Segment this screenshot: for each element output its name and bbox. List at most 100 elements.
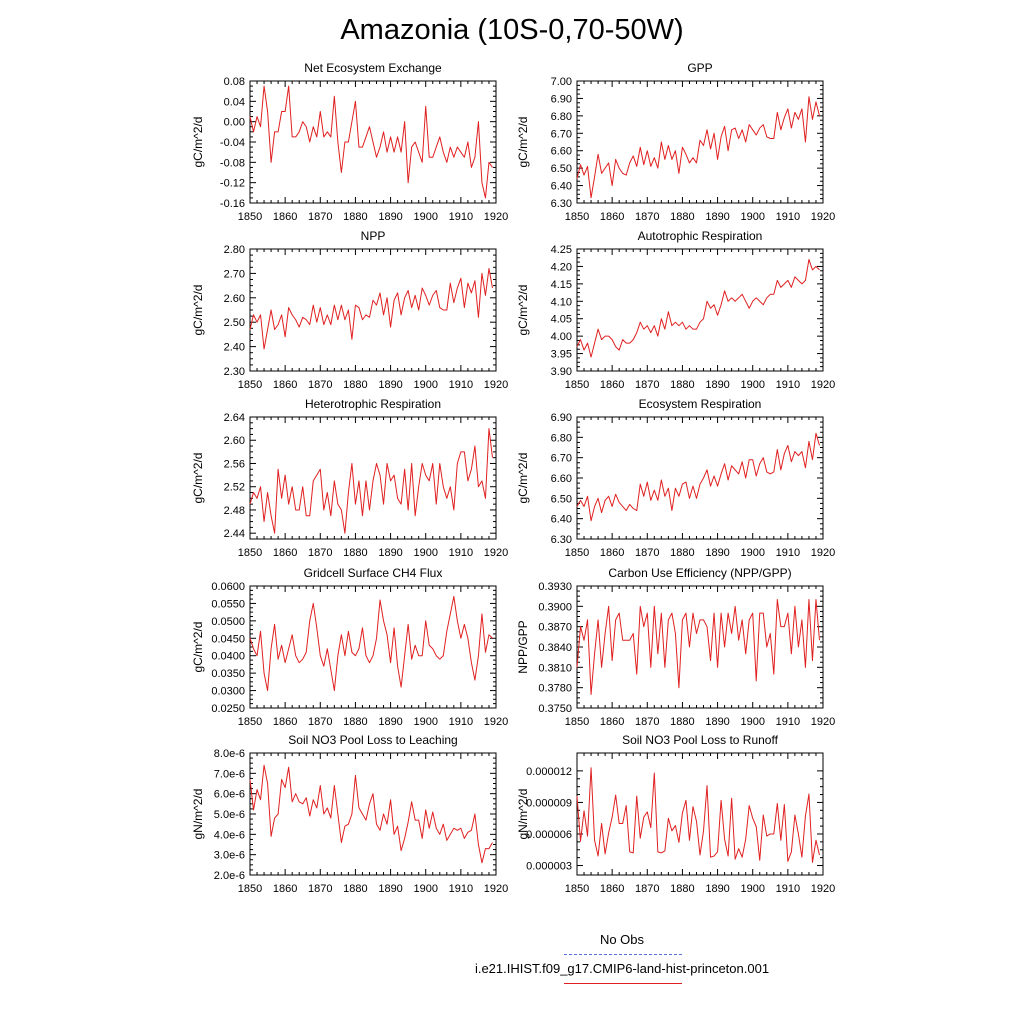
y-tick-label: 4.00 [551, 331, 572, 343]
y-tick-label: 4.20 [551, 261, 572, 273]
y-tick-label: 0.000006 [526, 829, 572, 841]
x-tick-label: 1890 [378, 716, 402, 728]
x-tick-label: 1910 [449, 547, 473, 559]
x-tick-label: 1850 [238, 716, 262, 728]
panel-title: Heterotrophic Respiration [305, 397, 441, 411]
x-tick-label: 1910 [449, 379, 473, 391]
x-tick-label: 1920 [484, 379, 508, 391]
x-tick-label: 1870 [635, 379, 659, 391]
x-tick-label: 1870 [635, 716, 659, 728]
y-axis-label: gC/m^2/d [516, 117, 530, 168]
chart-panel-6: Ecosystem Respiration 1850 1860 1870 1880 189… [516, 397, 835, 559]
plot-frame [576, 416, 824, 540]
x-tick-label: 1890 [378, 547, 402, 559]
x-tick-label: 1850 [565, 883, 589, 895]
x-tick-label: 1900 [740, 716, 764, 728]
x-tick-label: 1890 [705, 716, 729, 728]
x-tick-label: 1900 [740, 547, 764, 559]
x-tick-label: 1890 [705, 379, 729, 391]
plot-frame [576, 752, 824, 876]
y-tick-label: 2.40 [224, 342, 245, 354]
series-line [249, 85, 493, 199]
series-line [576, 767, 820, 863]
x-tick-label: 1890 [378, 379, 402, 391]
y-tick-label: 0.0600 [211, 581, 245, 593]
x-tick-label: 1850 [565, 716, 589, 728]
chart-panel-4: Autotrophic Respiration 1850 1860 1870 1880 1… [516, 229, 835, 391]
x-tick-label: 1880 [343, 883, 367, 895]
y-tick-label: 2.44 [224, 528, 245, 540]
x-tick-label: 1920 [484, 547, 508, 559]
x-tick-label: 1910 [776, 547, 800, 559]
y-tick-label: 6.40 [551, 514, 572, 526]
x-tick-label: 1880 [343, 716, 367, 728]
chart-panel-8: Carbon Use Efficiency (NPP/GPP) 1850 1860 1… [516, 566, 835, 728]
panel-title: Ecosystem Respiration [639, 397, 762, 411]
x-tick-label: 1880 [670, 716, 694, 728]
x-tick-label: 1900 [740, 379, 764, 391]
plot-frame [249, 752, 497, 876]
x-tick-label: 1880 [670, 379, 694, 391]
x-tick-label: 1870 [308, 211, 332, 223]
x-tick-label: 1900 [413, 211, 437, 223]
y-tick-label: 2.50 [224, 317, 245, 329]
x-tick-label: 1850 [238, 379, 262, 391]
panel-title: Autotrophic Respiration [638, 229, 763, 243]
y-tick-label: 0.0400 [211, 651, 245, 663]
y-tick-label: 0.08 [224, 76, 245, 88]
x-tick-label: 1870 [308, 716, 332, 728]
y-tick-label: 4.10 [551, 296, 572, 308]
y-axis-label: gC/m^2/d [191, 453, 205, 504]
panel-title: Gridcell Surface CH4 Flux [304, 566, 443, 580]
series-line [576, 258, 820, 358]
y-tick-label: 6.40 [551, 181, 572, 193]
y-tick-label: -0.08 [220, 157, 245, 169]
x-tick-label: 1850 [565, 379, 589, 391]
x-tick-label: 1890 [705, 883, 729, 895]
x-tick-label: 1850 [565, 211, 589, 223]
x-tick-label: 1870 [308, 379, 332, 391]
y-tick-label: 6.30 [551, 534, 572, 546]
y-tick-label: -0.04 [220, 137, 245, 149]
y-tick-label: 0.3810 [538, 662, 572, 674]
y-tick-label: 2.60 [224, 293, 245, 305]
x-tick-label: 1920 [811, 547, 835, 559]
x-tick-label: 1880 [343, 547, 367, 559]
x-tick-label: 1850 [238, 547, 262, 559]
y-tick-label: 6.70 [551, 128, 572, 140]
plot-frame [249, 416, 497, 540]
series-line [249, 428, 493, 534]
legend-obs-line [564, 954, 682, 955]
y-tick-label: 6.70 [551, 453, 572, 465]
y-tick-label: 2.56 [224, 458, 245, 470]
x-tick-label: 1920 [484, 211, 508, 223]
y-tick-label: 0.3930 [538, 581, 572, 593]
y-tick-label: 0.00 [224, 117, 245, 129]
legend-run-line [564, 983, 682, 984]
x-tick-label: 1880 [670, 883, 694, 895]
y-tick-label: 3.90 [551, 366, 572, 378]
x-tick-label: 1890 [705, 211, 729, 223]
y-tick-label: 0.3780 [538, 683, 572, 695]
y-axis-label: gN/m^2/d [516, 789, 530, 840]
y-tick-label: 6.60 [551, 473, 572, 485]
y-tick-label: 0.3870 [538, 622, 572, 634]
y-tick-label: 2.0e-6 [214, 870, 245, 882]
y-tick-label: 0.0550 [211, 598, 245, 610]
y-tick-label: 0.0500 [211, 616, 245, 628]
y-tick-label: 6.90 [551, 93, 572, 105]
x-tick-label: 1900 [413, 716, 437, 728]
x-tick-label: 1880 [343, 211, 367, 223]
x-tick-label: 1860 [600, 547, 624, 559]
x-tick-label: 1860 [273, 883, 297, 895]
y-tick-label: 6.80 [551, 432, 572, 444]
y-tick-label: 2.80 [224, 244, 245, 256]
y-tick-label: 0.000012 [526, 766, 572, 778]
x-tick-label: 1850 [238, 211, 262, 223]
x-tick-label: 1870 [308, 547, 332, 559]
x-tick-label: 1890 [705, 547, 729, 559]
plot-frame [249, 248, 497, 372]
y-tick-label: 0.3840 [538, 642, 572, 654]
chart-panel-2: GPP 1850 1860 1870 1880 1890 1900 1910 1920 6.30 6… [516, 61, 835, 223]
